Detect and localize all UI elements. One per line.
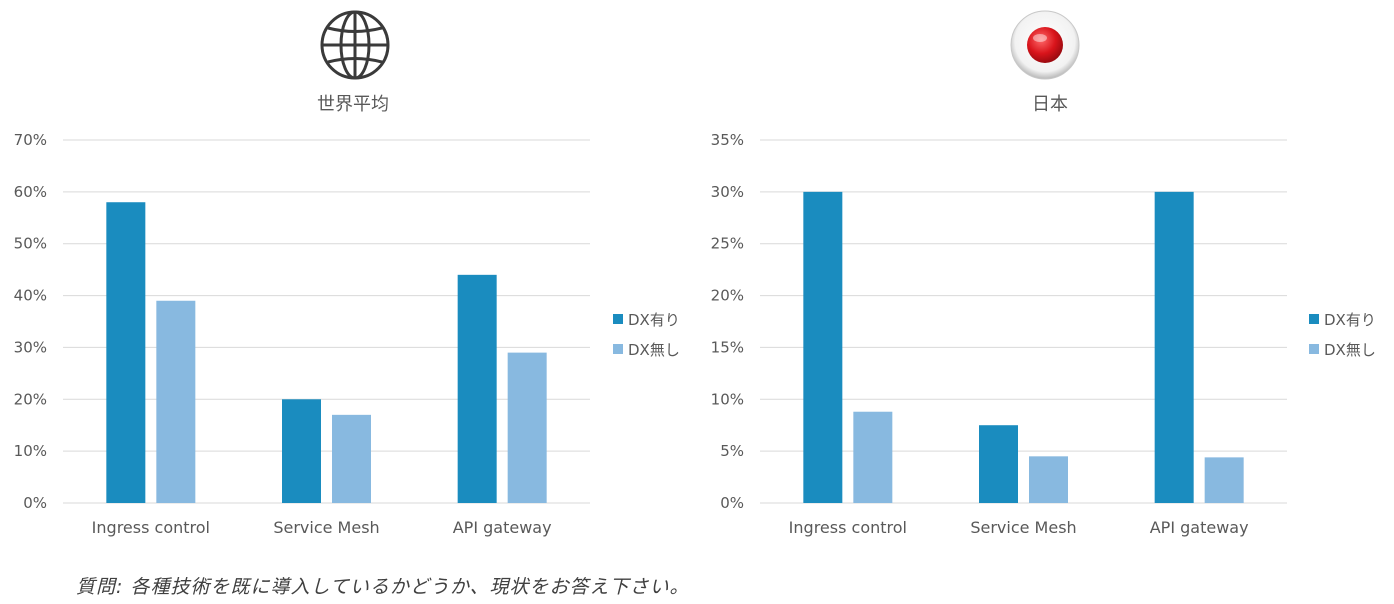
bar-dx-without [1029, 456, 1068, 503]
bar-dx-with [282, 399, 321, 503]
question-footnote: 質問: 各種技術を既に導入しているかどうか、現状をお答え下さい。 [76, 576, 690, 598]
y-tick-label: 40% [14, 287, 47, 305]
bar-dx-without [332, 414, 371, 503]
y-tick-label: 25% [711, 235, 744, 253]
chart-panel-world: 世界平均 0% 10% 20% 30% 40% 50% 60% 70% Ingress cont… [0, 0, 700, 560]
bar-chart-japan: 0% 5% 10% 15% 20% 25% 30% 35% Ingress control Ser… [711, 131, 1287, 537]
japan-flag-icon [1009, 9, 1081, 85]
x-tick-label: API gateway [1150, 518, 1249, 537]
legend-item-dx-without: DX無し [1309, 334, 1376, 364]
y-tick-label: 60% [14, 183, 47, 201]
x-tick-label: Ingress control [92, 518, 210, 537]
legend-item-dx-with: DX有り [613, 304, 680, 334]
x-tick-label: Service Mesh [273, 518, 379, 537]
legend-item-dx-with: DX有り [1309, 304, 1376, 334]
y-tick-label: 10% [14, 442, 47, 460]
chart-title: 日本 [1032, 94, 1068, 115]
legend-label: DX無し [1324, 340, 1376, 359]
x-tick-label: API gateway [453, 518, 552, 537]
legend-swatch [1309, 314, 1319, 324]
bar-dx-with [457, 274, 497, 503]
legend-swatch [613, 314, 623, 324]
y-tick-label: 15% [711, 338, 744, 356]
legend-label: DX無し [628, 340, 680, 359]
bar-dx-without [156, 300, 196, 503]
legend-swatch [1309, 344, 1319, 354]
bar-dx-without [507, 352, 547, 503]
x-tick-label: Service Mesh [970, 518, 1076, 537]
chart-panel-japan: 日本 0% 5% 10% 15% 20% 25% 30% 35% Ingress control… [697, 0, 1394, 560]
legend-item-dx-without: DX無し [613, 334, 680, 364]
globe-icon [319, 9, 391, 85]
x-tick-label: Ingress control [789, 518, 907, 537]
bar-dx-with [803, 191, 843, 503]
bar-dx-with [106, 202, 146, 503]
y-tick-label: 50% [14, 235, 47, 253]
bar-chart-world: 0% 10% 20% 30% 40% 50% 60% 70% Ingress control Se… [14, 131, 590, 537]
legend-swatch [613, 344, 623, 354]
y-tick-label: 5% [720, 442, 744, 460]
legend-label: DX有り [1324, 310, 1376, 329]
legend: DX有り DX無し [1309, 304, 1376, 364]
bar-dx-with [1154, 191, 1194, 503]
y-tick-label: 0% [720, 494, 744, 512]
legend: DX有り DX無し [613, 304, 680, 364]
y-tick-label: 0% [23, 494, 47, 512]
y-tick-label: 10% [711, 390, 744, 408]
y-tick-label: 20% [14, 390, 47, 408]
y-tick-label: 70% [14, 131, 47, 149]
legend-label: DX有り [628, 310, 680, 329]
y-tick-label: 30% [14, 338, 47, 356]
bar-dx-without [1204, 457, 1244, 503]
bar-dx-with [979, 425, 1018, 503]
y-tick-label: 20% [711, 287, 744, 305]
bar-dx-without [853, 411, 893, 503]
y-tick-label: 30% [711, 183, 744, 201]
chart-title: 世界平均 [317, 94, 389, 115]
y-tick-label: 35% [711, 131, 744, 149]
